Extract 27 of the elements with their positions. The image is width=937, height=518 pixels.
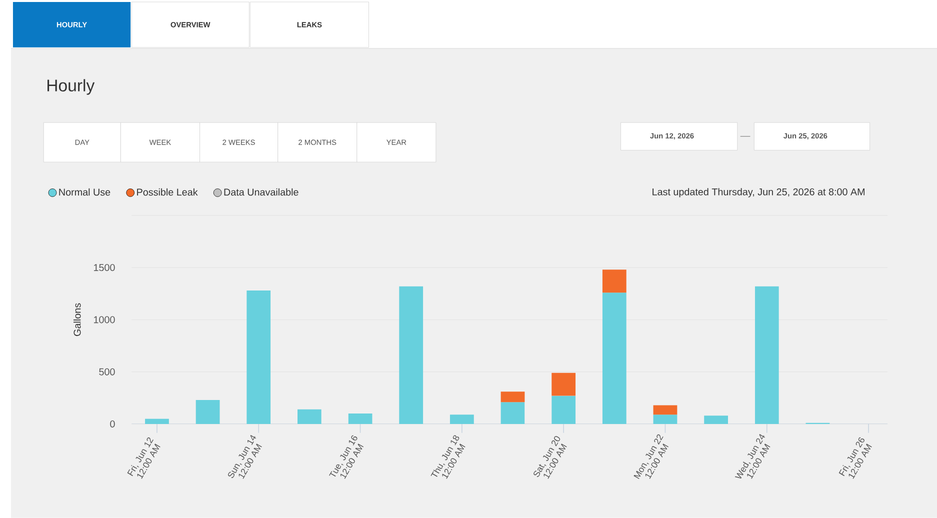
bar [399, 286, 424, 424]
legend-label: Data Unavailable [224, 188, 298, 196]
legend-label: Possible Leak [137, 188, 198, 196]
y-tick-label: 1500 [94, 264, 115, 272]
bar [196, 400, 220, 424]
bar [653, 414, 678, 424]
bar [552, 396, 576, 424]
bar [450, 414, 474, 424]
text: Last updated Thursday, Jun 25, 2026 at 8:00 AM [652, 188, 864, 198]
bar [552, 372, 576, 396]
bar [246, 290, 271, 424]
bar [145, 418, 169, 424]
y-tick-label: 500 [99, 368, 115, 376]
bar [298, 409, 322, 424]
bar [500, 402, 525, 424]
bar [348, 414, 372, 424]
bar [754, 286, 779, 424]
y-axis-title: Gallons [73, 303, 81, 336]
bar [500, 392, 525, 402]
y-tick-label: 1000 [94, 316, 115, 324]
legend-label: Normal Use [59, 188, 110, 196]
bar [653, 405, 678, 415]
bar [704, 416, 728, 424]
y-tick-label: 0 [110, 420, 115, 428]
chart-title: Hourly [47, 79, 95, 95]
bar [602, 270, 626, 293]
bar [602, 292, 626, 424]
